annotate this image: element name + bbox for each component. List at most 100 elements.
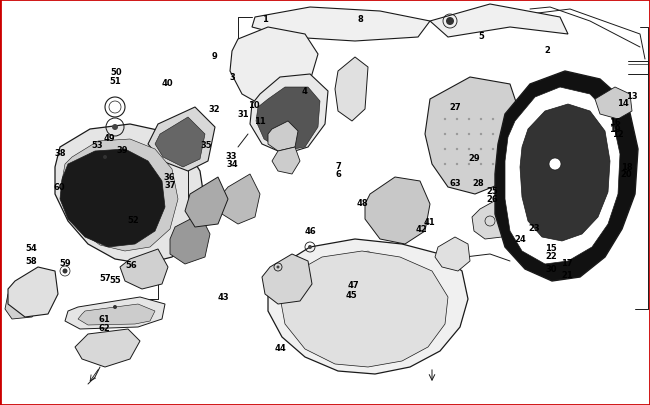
Polygon shape [335, 58, 368, 122]
Text: 13: 13 [626, 92, 638, 101]
Circle shape [492, 149, 494, 151]
Circle shape [480, 119, 482, 121]
Text: 48: 48 [357, 199, 369, 208]
Text: 23: 23 [528, 223, 540, 232]
Text: 5: 5 [478, 32, 484, 41]
Text: 31: 31 [238, 110, 250, 119]
Text: 47: 47 [348, 280, 359, 289]
Text: 49: 49 [103, 134, 115, 143]
Circle shape [444, 149, 446, 151]
Text: 11: 11 [254, 117, 266, 126]
Polygon shape [55, 125, 205, 264]
Polygon shape [280, 252, 448, 367]
Polygon shape [256, 88, 320, 151]
Polygon shape [435, 237, 470, 271]
Circle shape [492, 163, 494, 166]
Text: 41: 41 [423, 217, 435, 226]
Circle shape [456, 163, 458, 166]
Circle shape [444, 119, 446, 121]
Circle shape [113, 305, 117, 309]
Polygon shape [472, 200, 512, 239]
Text: 12: 12 [612, 130, 623, 139]
Text: 3: 3 [230, 72, 235, 81]
Text: 10: 10 [248, 101, 259, 110]
Text: 28: 28 [472, 179, 484, 188]
Text: 44: 44 [275, 343, 287, 352]
Text: 34: 34 [227, 159, 239, 168]
Text: 55: 55 [110, 276, 122, 285]
Text: 6: 6 [335, 170, 341, 179]
Text: 61: 61 [98, 315, 110, 324]
Polygon shape [185, 177, 228, 228]
Polygon shape [268, 239, 468, 374]
Polygon shape [365, 177, 430, 244]
Polygon shape [5, 281, 42, 319]
Polygon shape [595, 88, 632, 120]
Polygon shape [520, 105, 610, 241]
Polygon shape [8, 267, 58, 317]
Polygon shape [252, 8, 430, 42]
Text: 7: 7 [335, 162, 341, 171]
Text: 33: 33 [225, 151, 237, 160]
Polygon shape [425, 78, 520, 194]
Circle shape [492, 119, 494, 121]
Text: 60: 60 [54, 183, 66, 192]
Text: 14: 14 [617, 99, 629, 108]
Text: 35: 35 [201, 141, 213, 149]
Text: 62: 62 [98, 323, 110, 332]
Text: 19: 19 [609, 125, 621, 134]
Circle shape [444, 163, 446, 166]
Text: 9: 9 [212, 51, 217, 60]
Circle shape [468, 119, 470, 121]
Text: 39: 39 [116, 145, 128, 154]
Circle shape [276, 266, 280, 269]
Circle shape [308, 245, 312, 249]
Polygon shape [148, 108, 215, 172]
Text: 53: 53 [92, 141, 103, 149]
Text: 16: 16 [609, 118, 621, 127]
Text: 21: 21 [561, 270, 573, 279]
Text: 40: 40 [162, 79, 174, 87]
Text: 63: 63 [449, 179, 461, 188]
Polygon shape [65, 297, 165, 329]
Text: 37: 37 [164, 181, 176, 190]
Text: 4: 4 [301, 87, 307, 96]
Circle shape [468, 163, 470, 166]
Text: 27: 27 [449, 103, 461, 112]
Text: 54: 54 [25, 243, 37, 252]
Text: 32: 32 [209, 105, 220, 114]
Polygon shape [60, 149, 165, 247]
Polygon shape [430, 5, 568, 38]
Circle shape [103, 156, 107, 160]
Text: 57: 57 [99, 273, 111, 282]
Text: 17: 17 [561, 258, 573, 267]
Text: 56: 56 [125, 261, 137, 270]
Polygon shape [230, 28, 318, 108]
Circle shape [468, 149, 470, 151]
Text: 22: 22 [545, 252, 557, 260]
Text: 24: 24 [514, 234, 526, 243]
Polygon shape [262, 254, 312, 304]
Circle shape [112, 125, 118, 131]
Text: 18: 18 [621, 162, 632, 171]
Circle shape [549, 159, 561, 171]
Polygon shape [272, 148, 300, 175]
Polygon shape [120, 249, 168, 289]
Polygon shape [250, 75, 328, 155]
Circle shape [480, 149, 482, 151]
Text: 51: 51 [110, 77, 122, 85]
Circle shape [62, 269, 68, 274]
Text: 45: 45 [345, 290, 357, 299]
Circle shape [492, 134, 494, 136]
Circle shape [456, 119, 458, 121]
Text: 30: 30 [545, 265, 557, 274]
Polygon shape [495, 72, 638, 281]
Text: 20: 20 [621, 170, 632, 179]
Polygon shape [170, 215, 210, 264]
Text: 46: 46 [305, 226, 317, 235]
Text: 1: 1 [262, 15, 268, 24]
Polygon shape [155, 118, 205, 168]
Text: 15: 15 [545, 243, 557, 252]
Text: 50: 50 [110, 68, 122, 77]
Text: 38: 38 [54, 149, 66, 158]
